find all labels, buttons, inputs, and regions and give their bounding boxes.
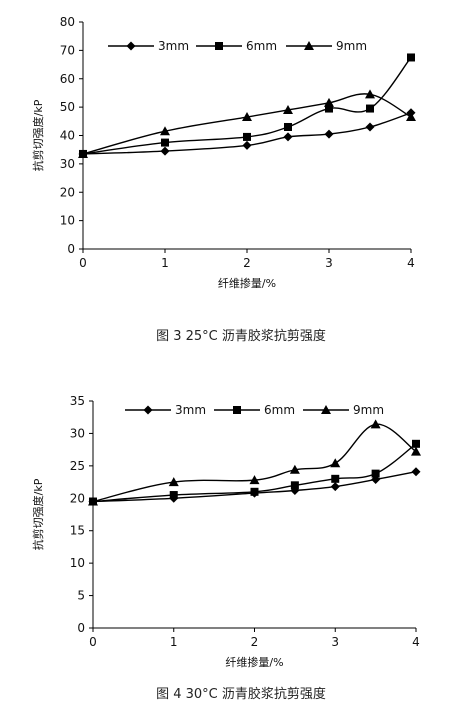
legend-marker-3mm — [126, 41, 136, 51]
y-tick-label: 30 — [70, 426, 85, 440]
y-tick-label: 10 — [70, 556, 85, 570]
data-point-9mm — [406, 112, 416, 122]
legend-label-9mm: 9mm — [336, 39, 367, 53]
legend-marker-9mm — [304, 41, 314, 50]
data-point-9mm — [160, 126, 170, 136]
x-tick-label: 4 — [412, 635, 420, 649]
data-point-3mm — [283, 132, 293, 142]
legend-marker-6mm — [215, 42, 223, 50]
data-point-9mm — [330, 458, 341, 468]
data-point-6mm — [371, 469, 380, 478]
series-9mm — [78, 89, 416, 158]
legend-marker-3mm — [143, 405, 153, 415]
data-point-9mm — [168, 477, 179, 487]
data-point-3mm — [324, 129, 334, 139]
legend-label-3mm: 3mm — [175, 403, 206, 417]
x-tick-label: 3 — [325, 256, 333, 270]
y-tick-label: 10 — [60, 214, 75, 228]
x-tick-label: 4 — [407, 256, 415, 270]
x-tick-label: 0 — [79, 256, 87, 270]
data-point-9mm — [283, 104, 293, 114]
figure-caption: 图 4 30°C 沥青胶浆抗剪强度 — [156, 686, 326, 702]
data-point-6mm — [290, 481, 299, 490]
y-tick-label: 20 — [60, 185, 75, 199]
data-point-9mm — [78, 148, 88, 158]
y-axis-label: 抗剪切强度/kP — [31, 478, 45, 550]
data-point-3mm — [330, 482, 340, 492]
y-tick-label: 0 — [77, 621, 85, 635]
data-point-6mm — [412, 439, 420, 448]
y-tick-label: 20 — [70, 491, 85, 505]
y-tick-label: 25 — [70, 459, 85, 473]
data-point-3mm — [411, 467, 421, 477]
x-axis-label: 纤维掺量/% — [225, 655, 283, 669]
legend-marker-6mm — [233, 406, 241, 414]
data-point-9mm — [370, 419, 381, 429]
y-axis-label: 抗剪切强度/kP — [31, 99, 45, 171]
x-tick-label: 2 — [243, 256, 251, 270]
figure-caption: 图 3 25°C 沥青胶浆抗剪强度 — [156, 328, 326, 344]
y-tick-label: 5 — [77, 589, 85, 603]
data-point-6mm — [366, 104, 374, 113]
data-point-6mm — [325, 104, 333, 113]
data-point-9mm — [249, 475, 260, 485]
data-point-6mm — [250, 487, 259, 496]
x-tick-label: 1 — [170, 635, 178, 649]
y-tick-label: 35 — [70, 394, 85, 408]
chart-25c: 0 10 20 30 40 50 60 70 80 0 1 2 3 4 纤维掺量/% 抗剪切强度/kP 3mm 6… — [31, 15, 416, 344]
data-point-3mm — [365, 122, 375, 132]
y-tick-label: 15 — [70, 524, 85, 538]
data-point-9mm — [324, 97, 334, 107]
legend-marker-9mm — [321, 405, 331, 414]
legend-label-9mm: 9mm — [353, 403, 384, 417]
data-point-6mm — [169, 491, 178, 500]
x-tick-label: 3 — [331, 635, 339, 649]
legend-label-6mm: 6mm — [264, 403, 295, 417]
chart-30c: 0 5 10 15 20 25 30 35 0 1 2 3 4 纤维掺量/% 抗剪切强度/kP 3mm 6mm 9… — [31, 394, 421, 702]
series-6mm — [89, 439, 420, 506]
y-tick-label: 70 — [60, 43, 75, 57]
data-point-9mm — [365, 89, 375, 99]
series-9mm — [88, 419, 421, 506]
y-tick-label: 30 — [60, 157, 75, 171]
data-point-9mm — [289, 464, 300, 474]
data-point-9mm — [88, 496, 98, 506]
legend-label-6mm: 6mm — [246, 39, 277, 53]
data-point-6mm — [243, 132, 251, 141]
x-tick-label: 0 — [89, 635, 97, 649]
y-tick-label: 60 — [60, 72, 75, 86]
y-tick-label: 50 — [60, 100, 75, 114]
y-tick-label: 0 — [67, 242, 75, 256]
data-point-9mm — [242, 112, 252, 122]
y-tick-label: 40 — [60, 129, 75, 143]
data-point-6mm — [407, 53, 415, 62]
series-3mm — [88, 467, 421, 507]
x-axis-label: 纤维掺量/% — [218, 276, 276, 290]
y-tick-label: 80 — [60, 15, 75, 29]
data-point-6mm — [331, 474, 340, 483]
x-tick-label: 2 — [251, 635, 259, 649]
data-point-9mm — [411, 446, 421, 456]
data-point-3mm — [242, 140, 252, 150]
data-point-6mm — [161, 138, 169, 147]
data-point-3mm — [160, 146, 170, 156]
data-point-6mm — [284, 122, 292, 131]
x-tick-label: 1 — [161, 256, 169, 270]
legend-label-3mm: 3mm — [158, 39, 189, 53]
